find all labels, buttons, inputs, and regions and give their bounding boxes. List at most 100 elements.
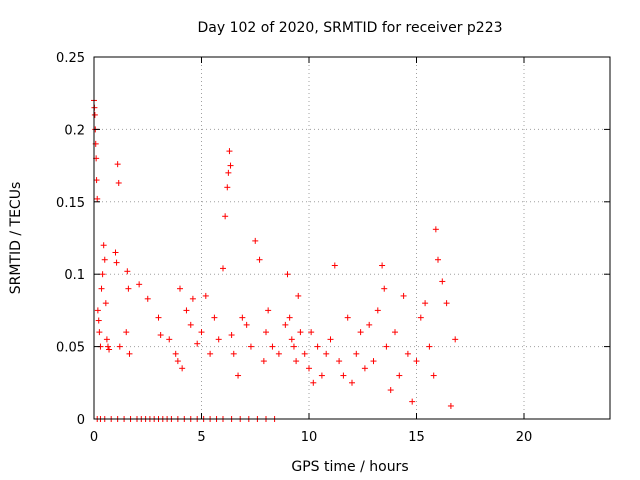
data-point <box>366 321 373 328</box>
data-point <box>310 379 317 386</box>
data-point <box>314 343 321 350</box>
data-point <box>308 329 315 336</box>
y-tick-label: 0 <box>77 413 85 428</box>
data-point <box>101 256 108 263</box>
data-point <box>115 179 122 186</box>
data-point <box>225 169 232 176</box>
data-point <box>226 148 233 155</box>
data-point <box>91 111 98 118</box>
data-point <box>265 307 272 314</box>
data-point <box>404 350 411 357</box>
data-point <box>166 336 173 343</box>
x-tick-label: 10 <box>301 430 318 445</box>
data-point <box>252 237 259 244</box>
data-point <box>286 314 293 321</box>
data-point <box>94 195 101 202</box>
data-point <box>227 162 234 169</box>
data-point <box>172 350 179 357</box>
data-point <box>96 329 103 336</box>
data-point <box>177 285 183 292</box>
data-point <box>443 300 450 307</box>
data-point <box>336 358 343 365</box>
data-point <box>144 295 151 302</box>
data-point <box>100 242 107 249</box>
y-tick-label: 0.25 <box>56 51 85 66</box>
data-point <box>432 226 439 233</box>
x-tick-label: 20 <box>516 430 533 445</box>
x-tick-label: 5 <box>197 430 205 445</box>
plot-frame <box>93 56 611 420</box>
data-point <box>112 249 119 256</box>
data-point <box>381 285 388 292</box>
y-tick-label: 0.2 <box>64 123 85 138</box>
data-point <box>318 372 325 379</box>
data-point <box>103 336 110 343</box>
data-point <box>400 292 407 299</box>
data-point <box>430 372 437 379</box>
y-tick-label: 0.15 <box>56 196 85 211</box>
data-point <box>383 343 390 350</box>
data-point <box>228 332 235 339</box>
data-point <box>174 358 181 365</box>
data-point <box>104 343 111 350</box>
data-point <box>447 402 454 409</box>
data-point <box>387 387 394 394</box>
data-point <box>439 278 446 285</box>
data-point <box>123 329 130 336</box>
data-point <box>344 314 351 321</box>
data-point <box>125 285 132 292</box>
data-point <box>106 346 113 353</box>
data-point <box>370 358 377 365</box>
data-point <box>215 336 222 343</box>
x-tick-label: 15 <box>408 430 425 445</box>
y-axis-label: SRMTID / TECUs <box>8 182 24 295</box>
data-point <box>435 256 441 263</box>
data-point <box>284 271 291 278</box>
data-point <box>187 321 194 328</box>
data-point <box>396 372 403 379</box>
data-point <box>194 340 201 347</box>
data-point <box>211 314 218 321</box>
data-point <box>243 321 250 328</box>
data-point <box>297 329 304 336</box>
data-point <box>95 317 102 324</box>
data-point <box>207 350 214 357</box>
data-point <box>98 285 105 292</box>
data-point <box>353 350 360 357</box>
data-point <box>275 350 282 357</box>
data-point <box>269 343 276 350</box>
data-point <box>306 365 312 372</box>
data-point <box>222 213 229 220</box>
data-point <box>126 350 133 357</box>
data-point <box>409 398 416 405</box>
data-point <box>426 343 433 350</box>
data-point <box>282 321 289 328</box>
data-point <box>116 343 123 350</box>
data-point <box>94 307 101 314</box>
data-point <box>230 350 237 357</box>
data-point <box>392 329 398 336</box>
data-point <box>379 262 386 269</box>
data-point <box>157 332 164 339</box>
data-point <box>220 265 226 272</box>
grid-layer <box>94 57 610 419</box>
data-point <box>235 372 242 379</box>
data-point <box>198 329 205 336</box>
data-point <box>99 271 106 278</box>
x-axis-label: GPS time / hours <box>291 459 408 475</box>
data-point <box>349 379 355 386</box>
data-point <box>256 256 263 263</box>
points-layer <box>91 97 459 422</box>
axes-layer: 0 0.05 0.1 0.15 0.2 0.25 0 5 10 15 20 <box>56 51 611 445</box>
x-tick-label: 0 <box>90 430 98 445</box>
data-point <box>260 358 267 365</box>
y-tick-label: 0.1 <box>64 268 85 283</box>
data-point <box>263 329 269 336</box>
data-point <box>124 268 131 275</box>
data-point <box>295 292 302 299</box>
data-point <box>155 314 162 321</box>
data-point <box>102 300 109 307</box>
data-point <box>452 336 459 343</box>
data-point <box>413 358 420 365</box>
